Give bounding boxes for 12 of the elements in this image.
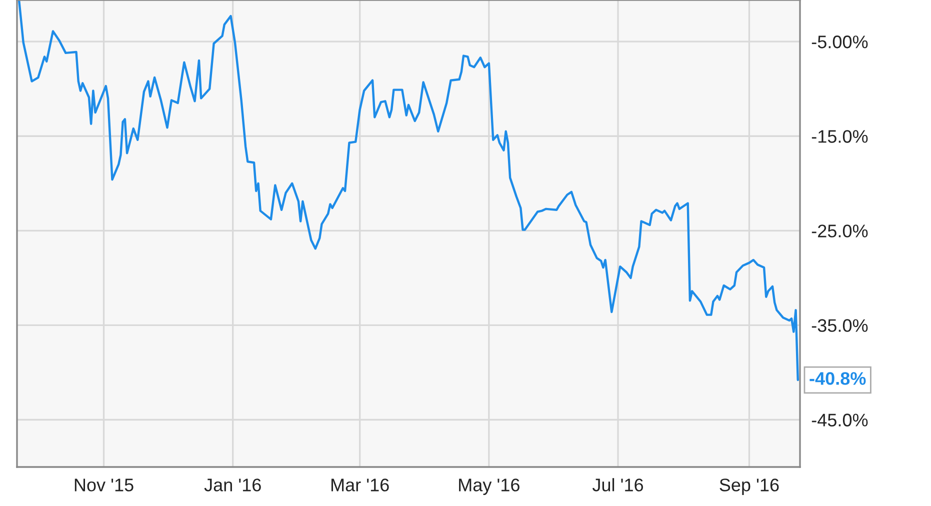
x-tick-label: May '16 — [459, 478, 520, 495]
x-tick-label: Jan '16 — [204, 478, 261, 492]
y-tick-label: -5.00% — [812, 36, 868, 48]
y-tick-label: -45.0% — [812, 414, 868, 426]
x-tick-label: Sep '16 — [720, 478, 779, 495]
x-tick-label: Mar '16 — [331, 478, 389, 492]
y-tick-label: -35.0% — [812, 319, 868, 332]
x-tick-label: Nov '15 — [74, 478, 134, 492]
y-tick-label: -25.0% — [812, 224, 868, 238]
x-tick-label: Jul '16 — [592, 478, 644, 492]
y-tick-label: -15.0% — [812, 130, 868, 143]
annotation: -40.8% — [810, 372, 866, 385]
